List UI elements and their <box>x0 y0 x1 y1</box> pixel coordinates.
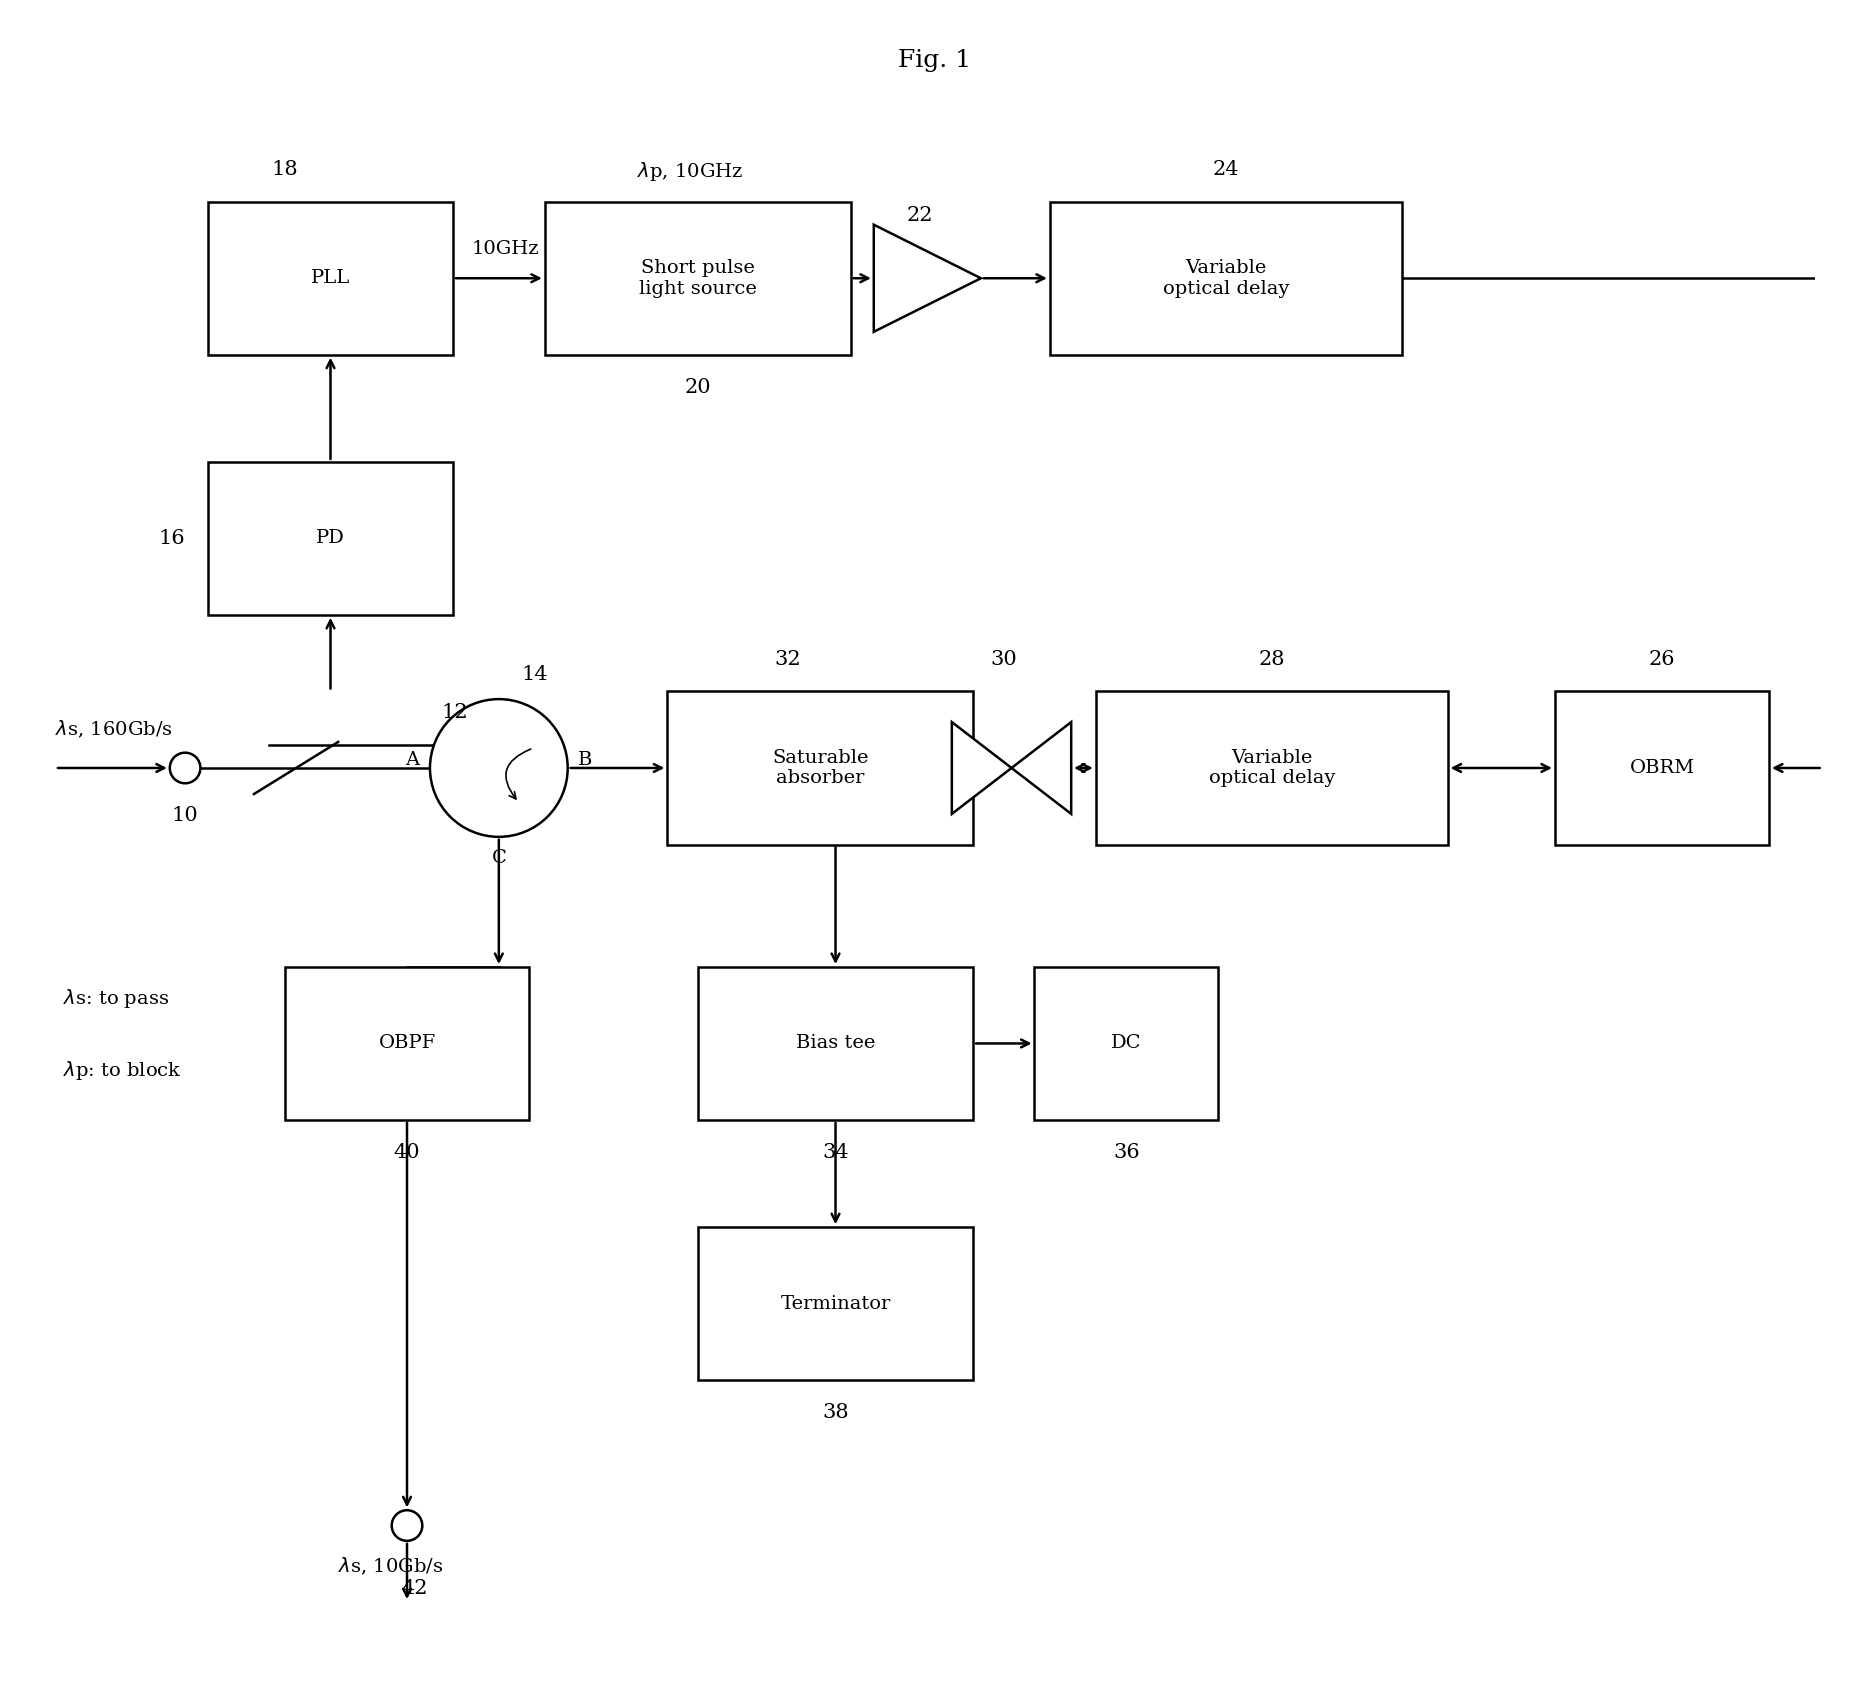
Text: $\lambda$p: to block: $\lambda$p: to block <box>64 1059 181 1081</box>
Text: 22: 22 <box>907 206 933 225</box>
Text: PD: PD <box>316 529 344 547</box>
Text: B: B <box>578 752 593 768</box>
Text: Variable
optical delay: Variable optical delay <box>1208 748 1335 787</box>
Text: 10: 10 <box>172 806 198 826</box>
Text: $\lambda$p, 10GHz: $\lambda$p, 10GHz <box>636 160 742 184</box>
Text: 16: 16 <box>159 529 185 547</box>
FancyBboxPatch shape <box>668 691 972 844</box>
Text: 24: 24 <box>1212 160 1240 179</box>
Text: $\lambda$s, 160Gb/s: $\lambda$s, 160Gb/s <box>54 720 172 740</box>
FancyBboxPatch shape <box>1049 201 1402 355</box>
Polygon shape <box>952 723 1012 814</box>
Text: Short pulse
light source: Short pulse light source <box>640 258 757 297</box>
Text: C: C <box>492 850 507 866</box>
Text: 12: 12 <box>441 703 468 723</box>
Text: $\lambda$s, 10Gb/s: $\lambda$s, 10Gb/s <box>338 1556 443 1578</box>
FancyBboxPatch shape <box>208 201 453 355</box>
Text: 26: 26 <box>1649 650 1676 669</box>
Polygon shape <box>1012 723 1072 814</box>
Text: 40: 40 <box>395 1143 421 1162</box>
FancyBboxPatch shape <box>284 966 529 1120</box>
Text: Saturable
absorber: Saturable absorber <box>772 748 868 787</box>
Text: Fig. 1: Fig. 1 <box>898 49 972 71</box>
Text: 30: 30 <box>991 650 1017 669</box>
FancyBboxPatch shape <box>1034 966 1217 1120</box>
Text: 14: 14 <box>522 665 548 684</box>
Text: OBPF: OBPF <box>378 1034 436 1052</box>
FancyBboxPatch shape <box>1096 691 1447 844</box>
Text: A: A <box>406 752 419 768</box>
Polygon shape <box>873 225 982 331</box>
Text: 28: 28 <box>1259 650 1285 669</box>
Circle shape <box>170 753 200 784</box>
FancyBboxPatch shape <box>208 461 453 615</box>
Text: OBRM: OBRM <box>1629 758 1694 777</box>
Text: 42: 42 <box>402 1579 428 1598</box>
Text: 10GHz: 10GHz <box>471 240 539 258</box>
FancyBboxPatch shape <box>1554 691 1769 844</box>
FancyBboxPatch shape <box>698 966 972 1120</box>
Text: Variable
optical delay: Variable optical delay <box>1163 258 1288 297</box>
Text: Bias tee: Bias tee <box>797 1034 875 1052</box>
Circle shape <box>430 699 568 836</box>
Text: 38: 38 <box>823 1404 849 1422</box>
Text: 34: 34 <box>823 1143 849 1162</box>
Text: 32: 32 <box>774 650 800 669</box>
FancyBboxPatch shape <box>544 201 851 355</box>
Text: $\lambda$s: to pass: $\lambda$s: to pass <box>64 986 168 1010</box>
Text: PLL: PLL <box>310 269 350 287</box>
Text: 18: 18 <box>271 160 297 179</box>
Circle shape <box>391 1510 423 1540</box>
Text: DC: DC <box>1111 1034 1141 1052</box>
Text: 36: 36 <box>1113 1143 1139 1162</box>
Text: 20: 20 <box>684 378 711 397</box>
Text: Terminator: Terminator <box>780 1295 890 1312</box>
FancyBboxPatch shape <box>698 1228 972 1380</box>
